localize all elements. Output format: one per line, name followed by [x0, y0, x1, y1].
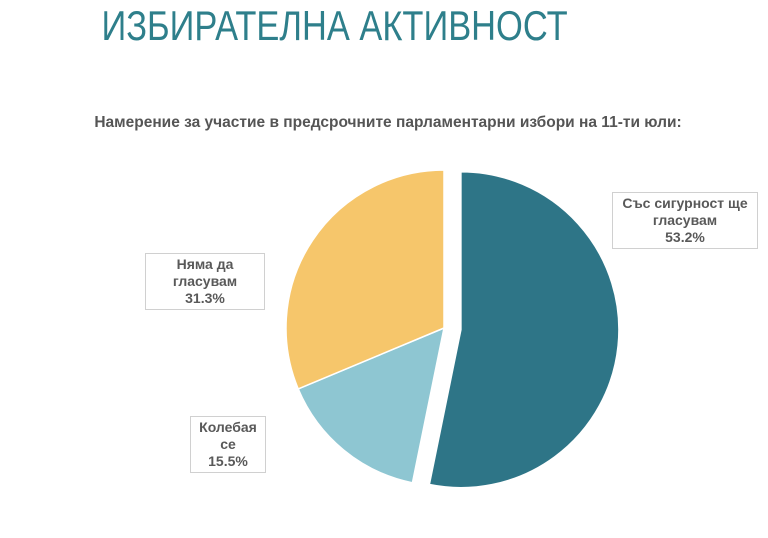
data-label-not-voting: Няма да гласувам 31.3%	[145, 253, 265, 310]
chart-subtitle: Намерение за участие в предсрочните парл…	[94, 114, 682, 131]
label-name: Колебая се	[199, 419, 257, 452]
pie-slice-0	[428, 170, 620, 489]
label-value: 53.2%	[665, 229, 705, 245]
label-name: Със сигурност ще гласувам	[622, 195, 748, 228]
label-name: Няма да гласувам	[172, 256, 238, 289]
data-label-certain: Със сигурност ще гласувам 53.2%	[612, 192, 758, 249]
pie-slice-2	[285, 169, 445, 390]
data-label-hesitant: Колебая се 15.5%	[190, 416, 266, 473]
label-value: 31.3%	[185, 290, 225, 306]
label-value: 15.5%	[208, 453, 248, 469]
chart-title: ИЗБИРАТЕЛНА АКТИВНОСТ	[101, 2, 568, 49]
pie-slice-1	[297, 326, 446, 484]
